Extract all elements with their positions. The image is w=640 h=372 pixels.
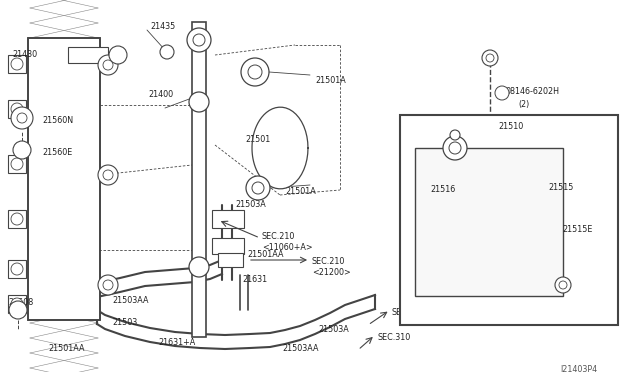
Bar — [68, 47, 108, 63]
Circle shape — [103, 170, 113, 180]
Circle shape — [187, 28, 211, 52]
Circle shape — [450, 130, 460, 140]
Text: 21560N: 21560N — [42, 116, 73, 125]
Circle shape — [246, 176, 270, 200]
Circle shape — [495, 86, 509, 100]
Text: 21501A: 21501A — [315, 76, 346, 85]
Text: 21508: 21508 — [8, 298, 33, 307]
Text: 21560E: 21560E — [42, 148, 72, 157]
Bar — [28, 38, 100, 320]
Circle shape — [486, 54, 494, 62]
Circle shape — [160, 45, 174, 59]
Circle shape — [13, 141, 31, 159]
Text: 21503: 21503 — [112, 318, 137, 327]
Circle shape — [11, 213, 23, 225]
Polygon shape — [252, 107, 308, 189]
Bar — [212, 210, 244, 228]
Bar — [415, 148, 563, 296]
Text: 21510: 21510 — [498, 122, 524, 131]
Circle shape — [9, 301, 27, 319]
Circle shape — [449, 142, 461, 154]
Text: SEC.210: SEC.210 — [312, 257, 346, 266]
Bar — [212, 238, 244, 254]
Bar — [8, 260, 26, 278]
Text: 21503AA: 21503AA — [112, 296, 148, 305]
Text: 21400: 21400 — [148, 90, 173, 99]
Text: B: B — [500, 94, 504, 99]
Text: 21631+A: 21631+A — [158, 338, 195, 347]
Bar — [8, 210, 26, 228]
Circle shape — [189, 257, 209, 277]
Circle shape — [559, 281, 567, 289]
Circle shape — [555, 277, 571, 293]
Text: 21501A: 21501A — [285, 187, 316, 196]
Circle shape — [11, 107, 33, 129]
Text: <21200>: <21200> — [312, 268, 351, 277]
Text: 21631: 21631 — [242, 275, 267, 284]
Text: SEC.310: SEC.310 — [392, 308, 425, 317]
Bar — [8, 155, 26, 173]
Circle shape — [11, 298, 23, 310]
Circle shape — [103, 60, 113, 70]
Circle shape — [103, 280, 113, 290]
Text: 21501AA: 21501AA — [247, 250, 284, 259]
Text: 21516: 21516 — [430, 185, 455, 194]
Circle shape — [109, 46, 127, 64]
Text: 21430: 21430 — [12, 50, 37, 59]
Text: 21503A: 21503A — [318, 325, 349, 334]
Circle shape — [248, 65, 262, 79]
Text: 08146-6202H: 08146-6202H — [505, 87, 559, 96]
Circle shape — [241, 58, 269, 86]
Text: SEC.310: SEC.310 — [377, 333, 410, 342]
Circle shape — [17, 113, 27, 123]
Bar — [218, 253, 243, 267]
Text: 21503AA: 21503AA — [282, 344, 319, 353]
Circle shape — [98, 55, 118, 75]
Bar — [8, 55, 26, 73]
Circle shape — [11, 158, 23, 170]
Text: 21515E: 21515E — [562, 225, 593, 234]
Circle shape — [98, 165, 118, 185]
Circle shape — [11, 58, 23, 70]
Bar — [192, 22, 206, 337]
Circle shape — [11, 103, 23, 115]
Circle shape — [443, 136, 467, 160]
Text: J21403P4: J21403P4 — [560, 365, 597, 372]
Circle shape — [189, 92, 209, 112]
Text: 21435: 21435 — [150, 22, 175, 31]
Bar — [8, 295, 26, 313]
Text: (2): (2) — [518, 100, 529, 109]
Text: SEC.210: SEC.210 — [262, 232, 296, 241]
Circle shape — [98, 275, 118, 295]
Text: 21501: 21501 — [245, 135, 270, 144]
Circle shape — [482, 50, 498, 66]
Bar — [28, 38, 100, 320]
Circle shape — [252, 182, 264, 194]
Circle shape — [11, 263, 23, 275]
Text: 21503A: 21503A — [235, 200, 266, 209]
Text: 21515: 21515 — [548, 183, 573, 192]
Bar — [400, 115, 618, 325]
Text: <11060+A>: <11060+A> — [262, 243, 312, 252]
Text: 21501AA: 21501AA — [48, 344, 84, 353]
Bar — [8, 100, 26, 118]
Circle shape — [193, 34, 205, 46]
